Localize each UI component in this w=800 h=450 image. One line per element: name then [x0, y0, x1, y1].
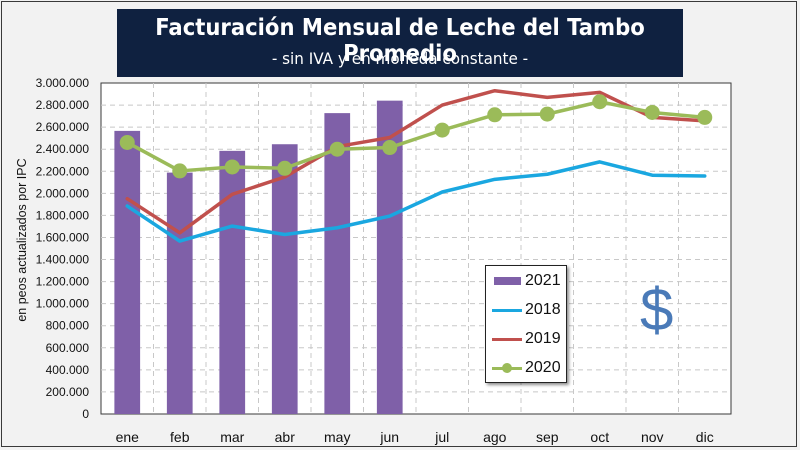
x-tick-label: mar: [220, 429, 244, 445]
y-tick-label: 800.000: [46, 319, 90, 333]
y-tick-label: 0: [82, 407, 89, 421]
legend: 2021 2018 2019 2020: [485, 265, 567, 383]
legend-swatch-line-marker: [492, 360, 522, 376]
chart-subtitle: - sin IVA y en moneda constante -: [271, 49, 529, 68]
y-tick-label: 400.000: [46, 363, 90, 377]
point-2020-oct: [592, 94, 608, 110]
dollar-sign-icon: $: [640, 276, 674, 343]
legend-swatch-line: [492, 331, 522, 347]
x-tick-label: jun: [379, 429, 399, 445]
title-box: Facturación Mensual de Leche del Tambo P…: [117, 9, 683, 77]
legend-item-2019: 2019: [492, 327, 561, 351]
y-tick-label: 2.200.000: [36, 164, 90, 178]
bar-2021-may: [324, 113, 351, 414]
bar-2021-feb: [166, 172, 193, 414]
y-tick-label: 2.600.000: [36, 120, 90, 134]
y-tick-label: 2.800.000: [36, 98, 90, 112]
y-tick-label: 3.000.000: [36, 76, 90, 90]
series-2018: [125, 160, 707, 243]
gridlines: [101, 83, 731, 414]
series-2019: [125, 88, 707, 235]
legend-swatch-line: [492, 302, 522, 318]
line-2020: [125, 100, 707, 173]
legend-label: 2020: [525, 359, 561, 376]
point-2020-ago: [487, 107, 503, 123]
x-tick-label: dic: [696, 429, 714, 445]
point-2020-sep: [539, 106, 555, 122]
bar-2021-abr: [271, 144, 298, 415]
legend-swatch-bar: [492, 273, 522, 289]
legend-item-2018: 2018: [492, 298, 561, 322]
line-2019: [125, 88, 707, 235]
point-2020-feb: [172, 163, 188, 179]
y-tick-label: 1.800.000: [36, 208, 90, 222]
x-tick-label: ago: [483, 429, 507, 445]
chart-title: Facturación Mensual de Leche del Tambo P…: [155, 15, 645, 67]
point-2020-abr: [277, 160, 293, 176]
point-2020-may: [329, 141, 345, 157]
legend-label: 2019: [525, 330, 561, 347]
x-axis-ticks: ene feb mar abr may jun jul ago sep oct nov dic: [116, 429, 714, 445]
point-2020-mar: [224, 159, 240, 175]
legend-label: 2021: [525, 272, 561, 289]
x-tick-label: jul: [434, 429, 449, 445]
series-lines: [119, 88, 713, 243]
y-tick-label: 200.000: [46, 385, 90, 399]
y-tick-label: 2.000.000: [36, 186, 90, 200]
point-2020-ene: [119, 134, 135, 150]
y-tick-label: 2.400.000: [36, 142, 90, 156]
x-tick-label: may: [324, 429, 350, 445]
series-2020: [119, 94, 713, 179]
y-tick-label: 1.600.000: [36, 230, 90, 244]
x-tick-label: feb: [170, 429, 190, 445]
y-tick-label: 1.400.000: [36, 253, 90, 267]
point-2020-jun: [382, 140, 398, 156]
x-tick-label: sep: [536, 429, 559, 445]
point-2020-nov: [644, 104, 660, 120]
y-axis-ticks: 0 200.000 400.000 600.000 800.000 1.000.000 1.…: [36, 76, 90, 421]
point-2020-jul: [434, 122, 450, 138]
y-tick-label: 1.000.000: [36, 297, 90, 311]
bars-2021: [114, 100, 403, 415]
bar-2021-ene: [114, 130, 141, 414]
point-2020-dic: [697, 109, 713, 125]
y-tick-label: 1.200.000: [36, 275, 90, 289]
x-tick-label: abr: [275, 429, 296, 445]
y-tick-label: 600.000: [46, 341, 90, 355]
x-tick-label: oct: [590, 429, 609, 445]
line-2018: [125, 160, 707, 243]
legend-item-2020: 2020: [492, 356, 561, 380]
legend-item-2021: 2021: [492, 269, 561, 293]
x-tick-label: nov: [641, 429, 664, 445]
x-tick-label: ene: [116, 429, 140, 445]
legend-label: 2018: [525, 301, 561, 318]
